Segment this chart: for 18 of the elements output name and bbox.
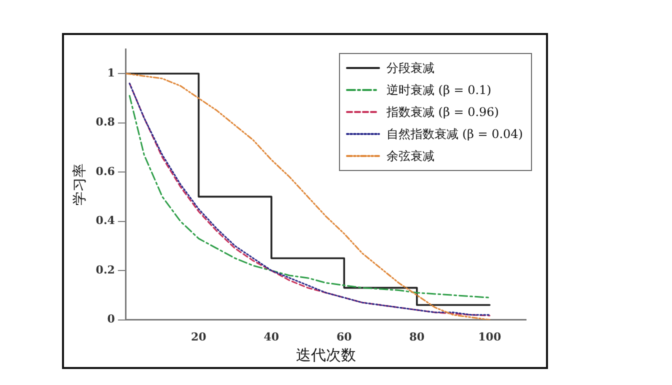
y-tick-label: 0.4 — [96, 214, 116, 228]
y-tick-label: 0 — [107, 312, 116, 326]
legend-label: 分段衰减 — [386, 60, 434, 76]
x-axis-title: 迭代次数 — [296, 346, 356, 364]
x-tick-label: 60 — [336, 330, 352, 344]
legend-label: 自然指数衰减 (β = 0.04) — [386, 126, 523, 142]
x-tick-label: 80 — [409, 330, 425, 344]
x-tick-label: 100 — [478, 330, 502, 344]
legend-label: 指数衰减 (β = 0.96) — [386, 104, 499, 120]
y-tick-label: 0.6 — [96, 164, 116, 178]
y-tick-label: 1 — [107, 66, 115, 80]
legend-label: 逆时衰减 (β = 0.1) — [386, 82, 492, 98]
x-tick-label: 40 — [264, 330, 280, 344]
y-tick-label: 0.8 — [96, 116, 116, 129]
x-tick-label: 20 — [191, 330, 207, 344]
y-axis-title: 学习率 — [72, 163, 88, 206]
legend-label: 余弦衰减 — [386, 148, 434, 164]
y-tick-label: 0.2 — [96, 263, 115, 276]
